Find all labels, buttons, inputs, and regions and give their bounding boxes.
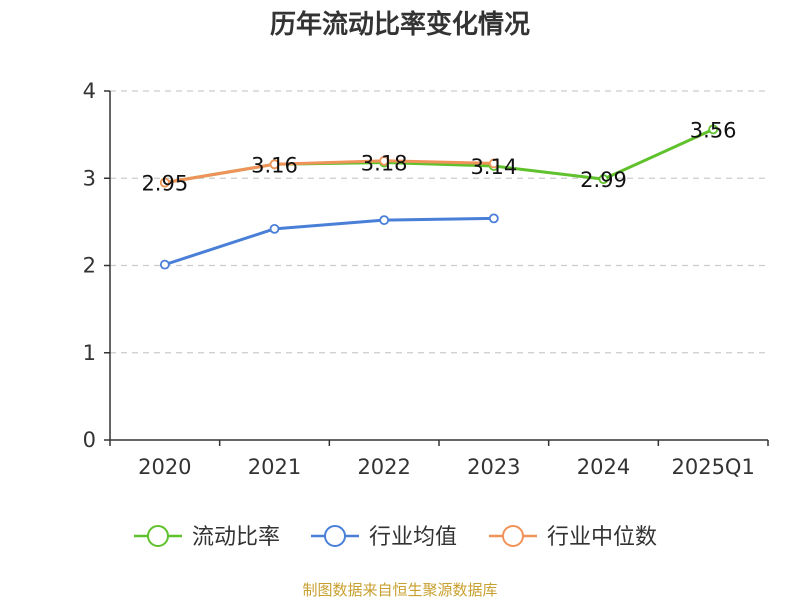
data-point (598, 174, 609, 185)
data-label: 3.16 (251, 153, 298, 177)
x-tick-label: 2025Q1 (671, 455, 754, 479)
y-tick-label: 4 (83, 79, 96, 103)
series-line (163, 159, 496, 185)
data-point (159, 259, 170, 270)
legend-label: 流动比率 (192, 525, 280, 550)
x-tick-label: 2023 (467, 455, 520, 479)
y-tick-label: 1 (83, 341, 96, 365)
series-line (163, 216, 496, 267)
legend-swatch-marker (324, 525, 346, 547)
data-point (379, 155, 390, 166)
y-tick-label: 3 (83, 166, 96, 190)
data-point (269, 159, 280, 170)
data-point (269, 223, 280, 234)
x-tick-label: 2022 (357, 455, 410, 479)
legend-label: 行业均值 (369, 525, 457, 550)
series-lines (159, 124, 719, 270)
series-line (163, 127, 715, 185)
y-tick-label: 2 (83, 254, 96, 278)
data-point (159, 177, 170, 188)
grid-lines (110, 90, 768, 354)
legend[interactable]: 流动比率 行业均值 行业中位数 (134, 525, 657, 550)
axes: 0 1 2 3 4 2020 2021 2022 2023 2024 2025Q1 (83, 79, 769, 479)
legend-swatch-marker (147, 525, 169, 547)
data-label: 3.14 (470, 155, 517, 179)
data-point (488, 213, 499, 224)
data-label: 3.56 (690, 118, 737, 142)
legend-label: 行业中位数 (547, 525, 657, 550)
chart-title: 历年流动比率变化情况 (269, 10, 530, 40)
chart-source: 制图数据来自恒生聚源数据库 (302, 581, 498, 599)
legend-swatch-marker (502, 525, 524, 547)
x-tick-label: 2021 (248, 455, 301, 479)
data-point (708, 124, 719, 135)
x-tick-label: 2024 (577, 455, 630, 479)
y-tick-label: 0 (83, 428, 96, 452)
x-tick-label: 2020 (138, 455, 191, 479)
data-point (379, 215, 390, 226)
data-labels: 2.95 3.16 3.18 3.14 2.99 3.56 (141, 118, 736, 195)
data-label: 2.99 (580, 168, 627, 192)
data-label: 2.95 (141, 172, 188, 196)
data-label: 3.18 (361, 152, 408, 176)
data-point (488, 158, 499, 169)
